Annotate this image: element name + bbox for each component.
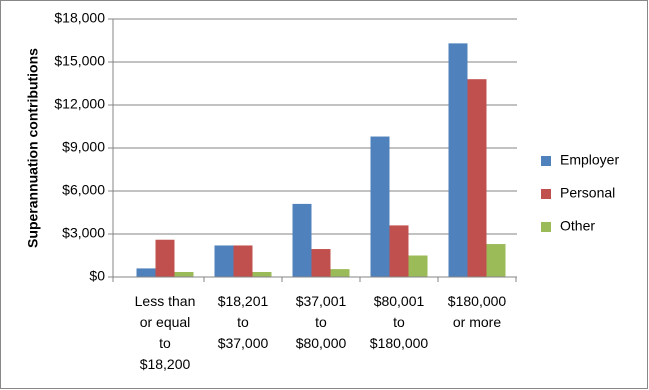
bar: [155, 239, 175, 277]
bar: [467, 79, 487, 277]
x-tick-label: $37,001 to $80,000: [296, 293, 347, 351]
x-tick-label-line: $18,201: [218, 293, 269, 309]
bar: [214, 245, 234, 277]
bar: [370, 136, 390, 277]
legend-label: Employer: [560, 152, 619, 168]
bar: [389, 225, 409, 277]
x-tick-label-line: $80,001: [374, 293, 425, 309]
x-tick-label-line: $37,000: [218, 335, 269, 351]
y-tick-label: $3,000: [62, 225, 105, 241]
bar: [448, 43, 468, 277]
y-tick-label: $9,000: [62, 139, 105, 155]
bar: [330, 269, 350, 277]
bar: [174, 271, 194, 277]
x-tick-label-line: or more: [453, 314, 501, 330]
x-tick-label-line: or equal: [140, 314, 191, 330]
bar: [233, 245, 253, 277]
x-tick-label-line: to: [315, 314, 327, 330]
x-tick-label-line: $37,001: [296, 293, 347, 309]
legend-swatch: [541, 222, 551, 232]
x-tick-label: $80,001 to $180,000: [370, 293, 429, 351]
x-tick-label-line: to: [159, 335, 171, 351]
x-tick-label-line: $180,000: [448, 293, 507, 309]
x-tick-label-line: $18,200: [140, 356, 191, 372]
legend-label: Other: [560, 218, 595, 234]
bar: [311, 249, 331, 277]
x-tick-label-line: to: [237, 314, 249, 330]
bar: [252, 271, 272, 277]
y-tick-label: $6,000: [62, 182, 105, 198]
y-tick-label: $12,000: [54, 96, 105, 112]
x-tick-label: Less than or equal to $18,200: [135, 293, 196, 372]
x-tick-label-line: $180,000: [370, 335, 429, 351]
y-tick-label: $18,000: [54, 10, 105, 26]
y-tick-label: $0: [89, 268, 105, 284]
bar: [292, 203, 312, 277]
legend-swatch: [541, 189, 551, 199]
bar: [486, 244, 506, 277]
bar: [136, 268, 156, 277]
x-tick-label-line: to: [393, 314, 405, 330]
legend-swatch: [541, 156, 551, 166]
y-tick-label: $15,000: [54, 53, 105, 69]
legend-label: Personal: [560, 185, 615, 201]
bar: [408, 255, 428, 277]
x-tick-label-line: $80,000: [296, 335, 347, 351]
y-axis-label: Superannuation contributions: [25, 48, 41, 248]
x-tick-label: $180,000 or more: [448, 293, 507, 330]
x-tick-label-line: Less than: [135, 293, 196, 309]
x-tick-label: $18,201 to $37,000: [218, 293, 269, 351]
